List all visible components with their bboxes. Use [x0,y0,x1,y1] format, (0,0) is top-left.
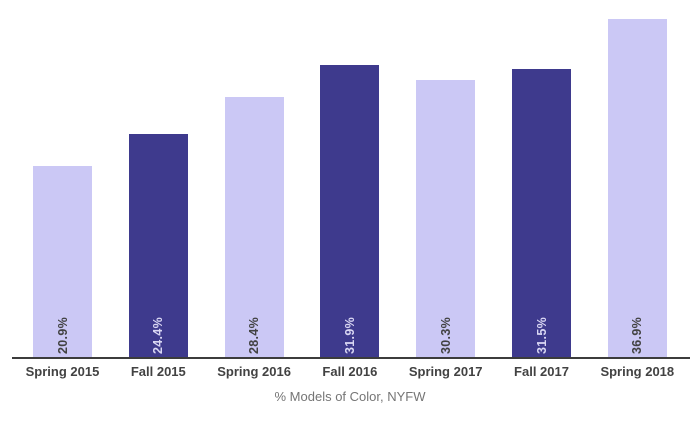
x-tick-label-fall-2017: Fall 2017 [514,364,569,379]
x-tick-label-spring-2018: Spring 2018 [600,364,675,379]
bar-value-label: 36.9% [630,317,645,354]
bar-fall-2015: 24.4% [128,134,188,358]
bar-fall-2016: 31.9% [320,65,380,358]
bar-spring-2015: 20.9% [33,166,92,358]
x-tick-label-fall-2015: Fall 2015 [130,364,186,379]
bar-value-label: 24.4% [151,317,166,354]
x-tick-label-spring-2016: Spring 2016 [217,364,291,379]
bar-value-label: 20.9% [55,317,70,354]
x-tick-label-fall-2016: Fall 2016 [322,364,378,379]
bar-spring-2018: 36.9% [607,19,667,358]
x-tick-label-spring-2017: Spring 2017 [408,364,483,379]
bar-value-label: 31.9% [342,317,357,354]
x-axis-title: % Models of Color, NYFW [274,389,426,404]
bar-spring-2017: 30.3% [416,80,476,358]
bar-fall-2017: 31.5% [512,69,571,358]
bar-spring-2016: 28.4% [224,97,284,358]
x-tick-label-spring-2015: Spring 2015 [25,364,100,379]
x-axis-line [12,357,690,359]
bar-value-label: 28.4% [247,317,262,354]
bar-value-label: 30.3% [438,317,453,354]
bar-value-label: 31.5% [534,317,549,354]
